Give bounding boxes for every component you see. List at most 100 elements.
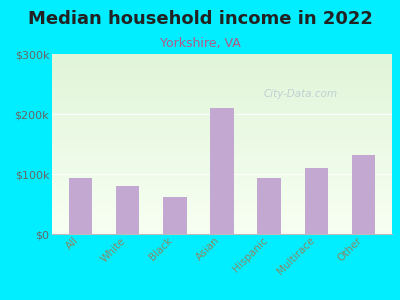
Bar [52,168,392,170]
Bar [52,222,392,224]
Bar [52,87,392,88]
Bar [68,178,92,234]
Bar [52,92,392,93]
Bar [52,172,392,174]
Bar [52,186,392,188]
Bar [52,74,392,75]
Bar [52,114,392,116]
Bar [52,108,392,110]
Bar [52,231,392,232]
Bar [52,184,392,186]
Bar [52,152,392,153]
Bar [52,226,392,228]
Bar [52,96,392,98]
Bar [52,212,392,213]
Bar [52,120,392,122]
Bar [52,218,392,219]
Bar [52,54,392,56]
Bar [52,75,392,76]
Bar [52,153,392,154]
Bar [305,168,328,234]
Bar [52,228,392,230]
Bar [52,100,392,102]
Bar [52,194,392,195]
Bar [52,122,392,123]
Bar [52,182,392,183]
Bar [52,164,392,165]
Bar [52,198,392,200]
Bar [52,171,392,172]
Bar [52,216,392,218]
Bar [52,124,392,126]
Bar [52,63,392,64]
Bar [52,68,392,69]
Bar [52,213,392,214]
Bar [52,160,392,162]
Bar [52,162,392,164]
Bar [52,123,392,124]
Bar [52,60,392,61]
Bar [52,159,392,160]
Bar [52,188,392,189]
Bar [52,80,392,81]
Bar [52,167,392,168]
Bar [52,204,392,206]
Bar [52,117,392,118]
Bar [52,128,392,129]
Text: Median household income in 2022: Median household income in 2022 [28,11,372,28]
Bar [52,158,392,159]
Bar [52,106,392,108]
Bar [52,225,392,226]
Bar [52,105,392,106]
Bar [52,180,392,182]
Bar [52,69,392,70]
Bar [52,112,392,114]
Bar [52,174,392,176]
Bar [52,85,392,87]
Bar [52,99,392,100]
Bar [52,70,392,72]
Bar [52,142,392,144]
Bar [52,130,392,132]
Bar [52,232,392,234]
Bar [52,126,392,128]
Bar [258,178,281,234]
Bar [52,148,392,150]
Bar [52,230,392,231]
Bar [52,144,392,146]
Bar [52,78,392,80]
Bar [52,141,392,142]
Bar [52,195,392,196]
Bar [52,202,392,204]
Bar [52,66,392,68]
Bar [116,186,139,234]
Bar [52,135,392,136]
Bar [52,110,392,111]
Bar [163,197,186,234]
Bar [210,108,234,234]
Bar [52,116,392,117]
Bar [52,64,392,66]
Bar [52,93,392,94]
Bar [52,156,392,158]
Bar [52,176,392,177]
Bar [52,88,392,90]
Bar [52,178,392,180]
Bar [52,94,392,96]
Bar [52,200,392,201]
Bar [52,129,392,130]
Bar [52,82,392,84]
Bar [52,220,392,222]
Bar [52,165,392,166]
Bar [52,208,392,210]
Bar [52,118,392,120]
Bar [52,103,392,105]
Bar [52,147,392,148]
Bar [52,102,392,104]
Bar [52,192,392,194]
Bar [52,169,392,171]
Bar [52,196,392,198]
Bar [52,150,392,152]
Bar [52,56,392,57]
Text: Yorkshire, VA: Yorkshire, VA [160,38,240,50]
